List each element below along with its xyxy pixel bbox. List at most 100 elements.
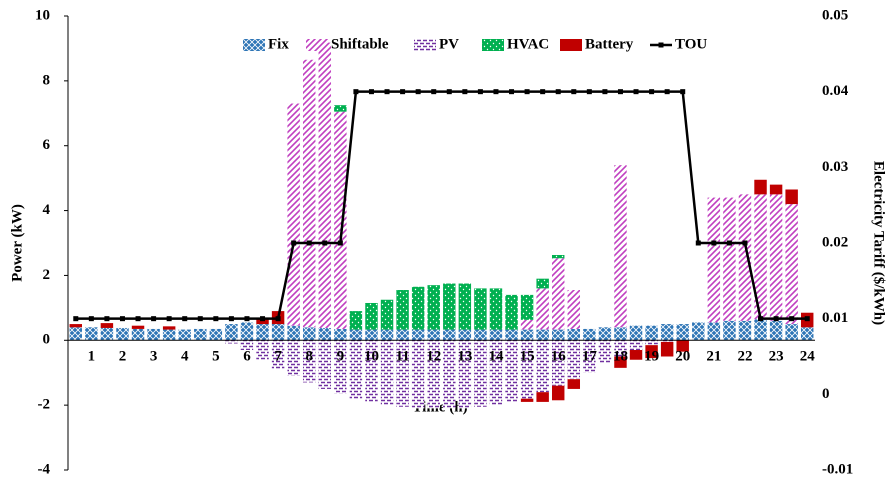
bar	[614, 356, 627, 368]
bar	[240, 322, 254, 341]
bar	[69, 324, 83, 328]
x-tick-label: 15	[520, 349, 535, 365]
x-tick-label: 17	[582, 349, 598, 365]
bar	[785, 204, 798, 325]
bar	[598, 340, 612, 363]
line-marker	[509, 89, 515, 95]
x-tick-label: 14	[488, 349, 504, 365]
line-marker	[726, 240, 732, 246]
line-marker	[244, 316, 250, 322]
y-tick-label: 0	[43, 332, 51, 348]
x-tick-label: 22	[737, 349, 752, 365]
bar	[287, 340, 300, 376]
line-marker	[446, 89, 452, 95]
line-marker	[617, 89, 623, 95]
x-tick-label: 21	[706, 349, 721, 365]
bar	[100, 323, 114, 328]
bar	[738, 194, 752, 321]
bar	[225, 340, 238, 344]
x-tick-label: 7	[274, 349, 282, 365]
bar	[551, 329, 565, 341]
x-tick-label: 18	[613, 349, 628, 365]
bar	[131, 328, 145, 341]
bar	[785, 189, 798, 205]
y2-axis-label: Electricity Tariff ($/kWh)	[871, 161, 887, 325]
line-marker	[166, 316, 172, 322]
line-marker	[493, 89, 499, 95]
bar	[692, 322, 705, 341]
line-marker	[275, 316, 281, 322]
bar	[583, 340, 596, 373]
legend-swatch	[243, 39, 265, 51]
x-tick-label: 5	[212, 349, 220, 365]
y2-tick-label: -0.01	[822, 461, 853, 477]
legend-swatch	[306, 39, 328, 51]
line-marker	[540, 89, 546, 95]
x-tick-label: 11	[396, 349, 410, 365]
bar	[583, 328, 596, 341]
bar	[723, 320, 736, 341]
line-marker	[571, 89, 577, 95]
y2-tick-label: 0.05	[822, 7, 848, 23]
y-tick-label: 8	[43, 72, 51, 88]
bar	[396, 340, 409, 407]
y-tick-label: 4	[43, 202, 51, 218]
bar	[800, 327, 814, 341]
bar	[536, 392, 549, 402]
y2-tick-label: 0.04	[822, 83, 849, 99]
bar	[411, 340, 425, 409]
bar	[489, 288, 503, 330]
y2-tick-label: 0.01	[822, 310, 848, 326]
bar	[769, 194, 783, 321]
bar	[458, 340, 472, 409]
bar	[380, 329, 394, 341]
y-tick-label: 10	[35, 7, 50, 23]
bar	[769, 184, 783, 195]
legend-swatch	[560, 39, 582, 51]
bar	[520, 319, 534, 330]
line-marker	[322, 240, 328, 246]
bar	[567, 328, 581, 341]
line-marker	[602, 89, 608, 95]
bar	[754, 319, 767, 341]
bar	[396, 329, 409, 341]
legend-label: Shiftable	[331, 36, 389, 52]
bar	[287, 103, 300, 326]
line-marker	[400, 89, 406, 95]
bar	[520, 329, 534, 341]
x-tick-label: 6	[243, 349, 251, 365]
x-tick-label: 12	[426, 349, 441, 365]
x-tick-label: 13	[457, 349, 472, 365]
legend-label: PV	[439, 36, 459, 52]
bar	[334, 105, 347, 112]
bar	[567, 290, 581, 329]
legend-label: TOU	[675, 36, 707, 52]
bar	[536, 278, 549, 289]
line-marker	[680, 89, 686, 95]
bar	[474, 288, 487, 330]
bar	[707, 197, 721, 323]
bar	[443, 340, 456, 409]
bar	[240, 340, 254, 351]
legend-label: Fix	[268, 36, 289, 52]
bar	[380, 299, 394, 330]
line-marker	[73, 316, 79, 322]
line-marker	[804, 316, 810, 322]
line-marker	[431, 89, 437, 95]
bar	[131, 325, 145, 329]
line-marker	[182, 316, 188, 322]
bar	[318, 327, 332, 341]
bar	[443, 283, 456, 330]
bar	[785, 324, 798, 341]
bar	[660, 340, 674, 342]
bar	[489, 329, 503, 341]
x-tick-label: 24	[800, 349, 816, 365]
bar	[194, 328, 207, 341]
bar	[162, 326, 176, 330]
bar	[505, 329, 518, 341]
bar	[85, 327, 98, 341]
bar	[334, 111, 347, 329]
bar	[365, 340, 378, 402]
bar	[520, 294, 534, 320]
bar	[458, 283, 472, 330]
